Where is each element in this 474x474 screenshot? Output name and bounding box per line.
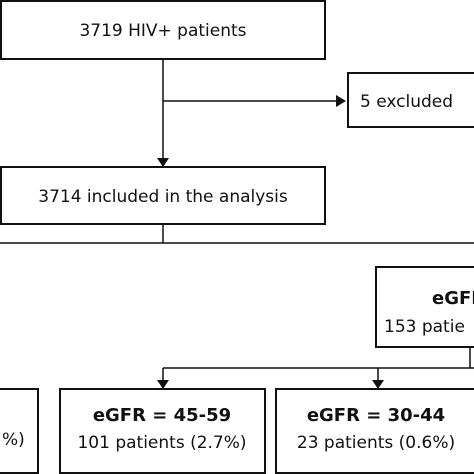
excluded-box-text: 5 excluded	[360, 92, 453, 112]
included-box	[0, 166, 326, 225]
egfr-30-44-box	[275, 388, 474, 474]
egfr-45-59-box	[59, 388, 266, 474]
egfr-45-59-title: eGFR = 45-59	[93, 405, 231, 426]
egfr-30-44-text: 23 patients (0.6%)	[297, 433, 455, 453]
left-partial-box	[0, 388, 39, 474]
right-group-box	[375, 266, 474, 348]
right-group-title: eGFR	[432, 288, 474, 309]
excluded-box	[347, 72, 474, 128]
included-box-text: 3714 included in the analysis	[38, 187, 288, 207]
start-box-text: 3719 HIV+ patients	[79, 21, 246, 41]
arrowhead-to-excluded	[336, 95, 346, 107]
arrowhead-to-included	[157, 158, 169, 167]
egfr-30-44-title: eGFR = 30-44	[307, 405, 445, 426]
arrowhead-to-egfr-30-44	[372, 380, 384, 389]
left-partial-text: %)	[2, 430, 25, 450]
start-box	[0, 0, 326, 60]
egfr-45-59-text: 101 patients (2.7%)	[77, 433, 246, 453]
arrowhead-to-egfr-45-59	[157, 380, 169, 389]
right-group-text: 153 patie	[384, 317, 465, 337]
